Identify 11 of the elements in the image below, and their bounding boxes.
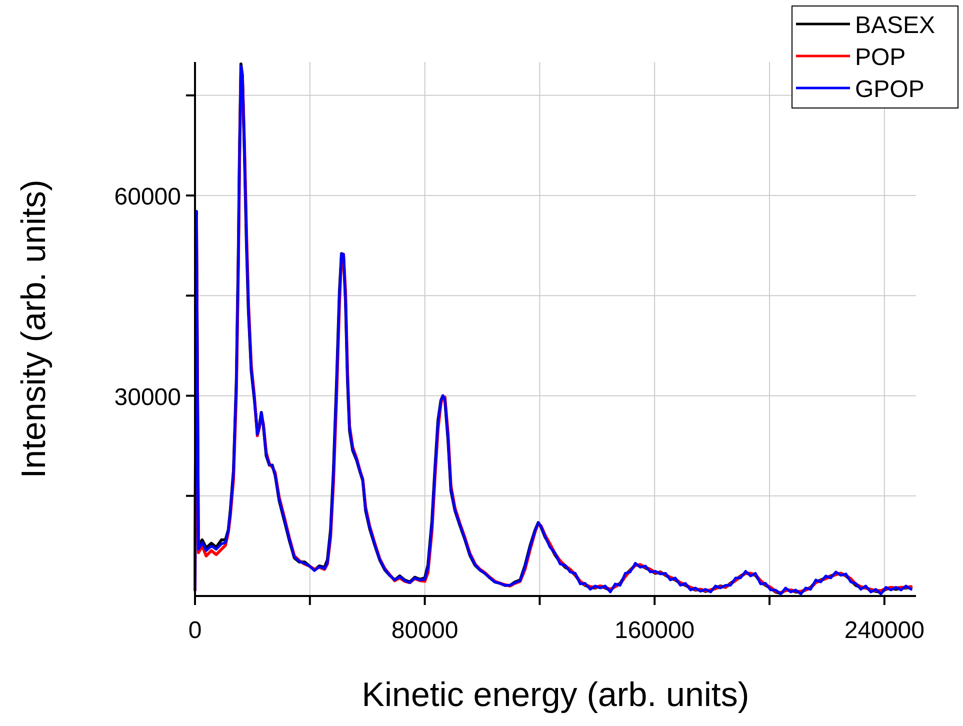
legend-label: BASEX: [855, 12, 936, 39]
y-tick-label: 30000: [114, 384, 181, 411]
y-tick-label: 60000: [114, 184, 181, 210]
legend-label: GPOP: [855, 76, 924, 103]
legend-label: POP: [855, 44, 906, 71]
x-tick-label: 0: [188, 617, 202, 644]
x-tick-label: 160000: [614, 617, 695, 644]
x-axis-title: Kinetic energy (arb. units): [362, 676, 750, 714]
x-tick-label: 240000: [844, 617, 924, 644]
y-axis-title: Intensity (arb. units): [15, 180, 53, 478]
x-tick-label: 80000: [391, 617, 458, 644]
